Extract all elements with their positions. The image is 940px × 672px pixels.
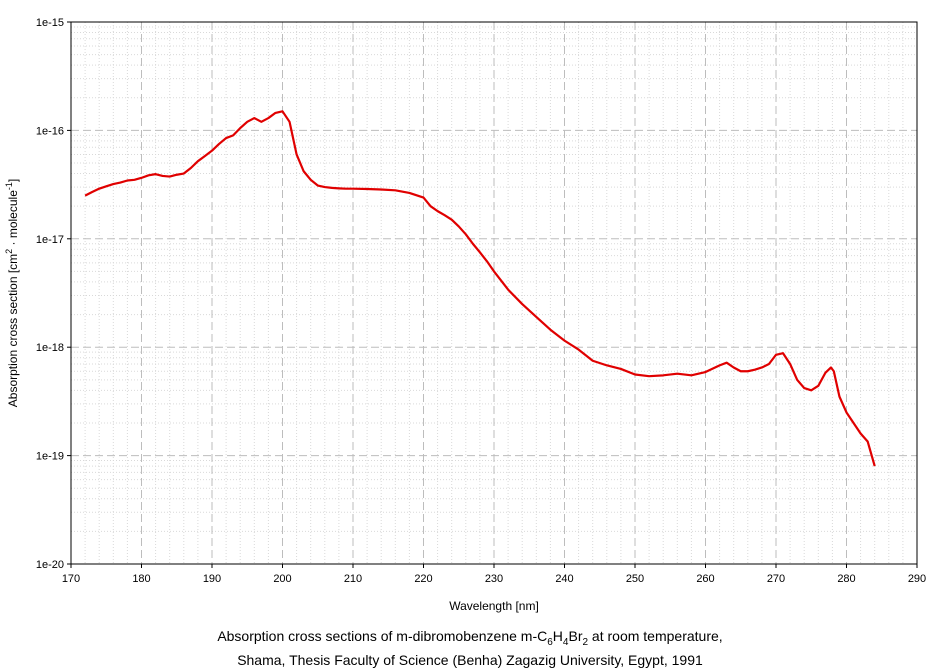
x-tick-label: 250 <box>626 573 644 585</box>
y-tick-label: 1e-20 <box>36 559 64 571</box>
y-axis-title: Absorption cross section [cm2 · molecule… <box>4 179 20 407</box>
y-tick-label: 1e-18 <box>36 342 64 354</box>
y-tick-label: 1e-15 <box>36 17 64 29</box>
x-tick-label: 260 <box>696 573 714 585</box>
caption-line-2: Shama, Thesis Faculty of Science (Benha)… <box>237 652 703 668</box>
x-axis-ticks: 170 180 190 200 210 220 230 240 250 260 270 280 290 <box>62 564 926 585</box>
y-tick-label: 1e-17 <box>36 234 64 246</box>
x-axis-title: Wavelength [nm] <box>449 599 539 613</box>
x-tick-label: 270 <box>767 573 785 585</box>
major-grid <box>71 22 917 564</box>
y-axis-ticks: 1e-20 1e-19 1e-18 1e-17 1e-16 1e-15 <box>36 17 71 571</box>
x-tick-label: 190 <box>203 573 221 585</box>
x-tick-label: 180 <box>132 573 150 585</box>
x-tick-label: 290 <box>908 573 926 585</box>
x-tick-label: 200 <box>273 573 291 585</box>
x-tick-label: 230 <box>485 573 503 585</box>
series-line-m-dibromobenzene <box>84 110 876 467</box>
x-tick-label: 240 <box>555 573 573 585</box>
y-tick-label: 1e-19 <box>36 451 64 463</box>
y-tick-label: 1e-16 <box>36 125 64 137</box>
x-tick-label: 210 <box>344 573 362 585</box>
x-tick-label: 170 <box>62 573 80 585</box>
x-tick-label: 280 <box>837 573 855 585</box>
absorption-chart: 170 180 190 200 210 220 230 240 250 260 270 280 290 … <box>4 17 926 613</box>
x-tick-label: 220 <box>414 573 432 585</box>
caption-line-1: Absorption cross sections of m-dibromobe… <box>217 628 723 648</box>
